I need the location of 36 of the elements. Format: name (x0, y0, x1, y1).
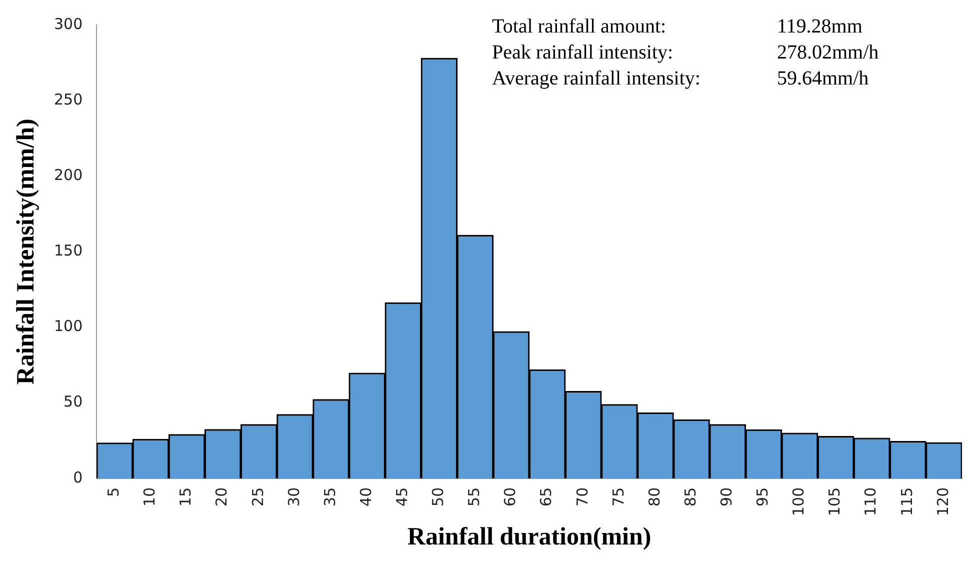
y-axis-title: Rainfall Intensity(mm/h) (12, 118, 40, 385)
x-tick-label: 85 (681, 487, 700, 506)
x-tick-label: 80 (645, 487, 664, 506)
y-tick-label: 150 (54, 242, 83, 260)
x-tick-label: 15 (176, 487, 195, 506)
x-tick-label: 55 (465, 487, 484, 506)
y-tick-label: 50 (64, 392, 83, 411)
x-tick-label: 60 (501, 487, 520, 506)
text: Average rainfall intensity: 59.64mm/h (492, 67, 869, 90)
x-tick-label: 65 (537, 487, 556, 506)
text: Total rainfall amount: 119.28mm (492, 15, 862, 38)
x-tick-label: 35 (320, 487, 339, 506)
x-tick-label: 40 (356, 487, 375, 506)
x-tick-label: 30 (284, 487, 303, 506)
text: Peak rainfall intensity: 278.02mm/h (492, 41, 879, 64)
x-tick-label: 95 (754, 487, 772, 506)
x-tick-label: 50 (429, 487, 448, 506)
y-tick-label: 100 (54, 317, 83, 336)
x-tick-label: 105 (826, 487, 844, 516)
x-tick-label: 5 (104, 487, 123, 497)
x-axis-title: Rainfall duration(min) (407, 523, 652, 550)
x-tick-label: 10 (140, 487, 159, 506)
x-tick-label: 75 (609, 487, 628, 506)
x-tick-label: 70 (573, 487, 592, 506)
x-tick-label: 120 (934, 487, 952, 516)
y-tick-label: 300 (54, 14, 83, 33)
x-tick-label: 90 (718, 487, 736, 506)
x-tick-label: 110 (862, 487, 880, 516)
y-tick-label: 250 (54, 90, 83, 108)
x-tick-label: 45 (393, 487, 412, 506)
y-tick-label: 0 (73, 468, 83, 486)
x-tick-label: 100 (790, 487, 808, 516)
x-tick-label: 20 (212, 487, 231, 506)
y-tick-label: 200 (54, 166, 83, 184)
x-tick-label: 115 (898, 487, 916, 516)
x-tick-label: 25 (248, 487, 267, 506)
